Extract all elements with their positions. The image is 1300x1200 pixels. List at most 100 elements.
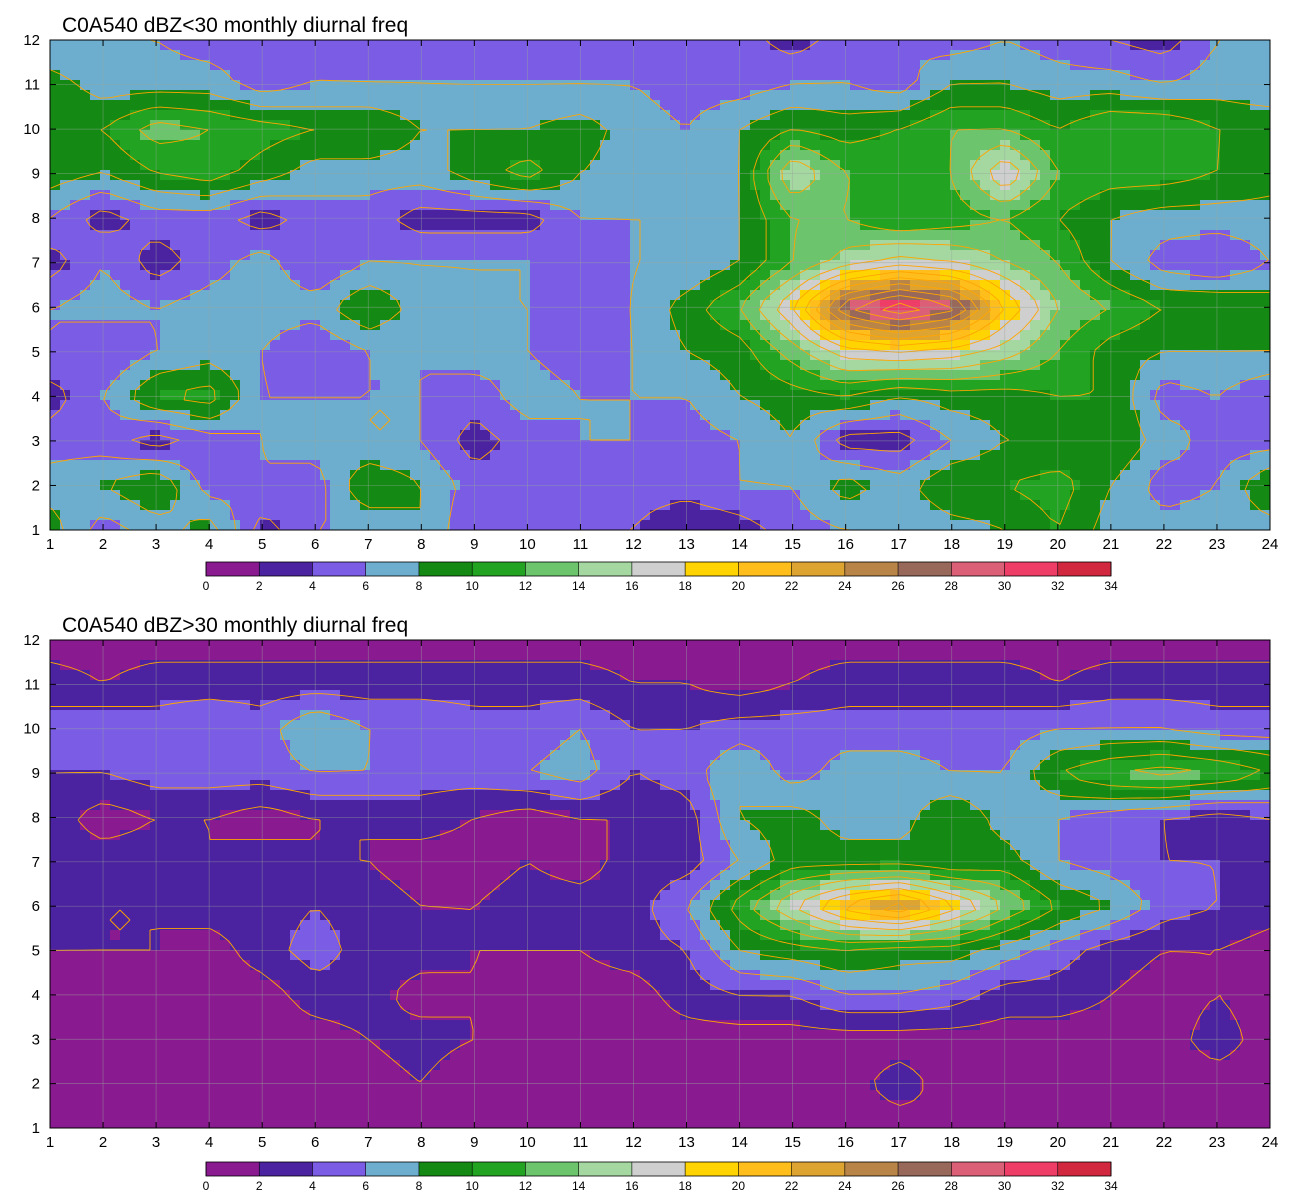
colorbar-swatch (418, 562, 473, 576)
x-tick-label: 8 (417, 536, 425, 553)
y-tick-label: 6 (32, 299, 40, 316)
y-tick-label: 4 (32, 388, 40, 405)
colorbar: 0 2 4 6 8 10 12 14 16 18 20 22 24 26 28 30 32 34 (203, 561, 1118, 593)
colorbar-swatch (685, 562, 739, 576)
x-axis: 1 2 3 4 5 6 7 8 9 10 11 12 13 14 15 16 17 18 19 20 21 22 23 24 (46, 640, 1278, 1151)
colorbar-label: 30 (998, 1179, 1012, 1193)
colorbar-label: 28 (945, 1179, 959, 1193)
colorbar-swatch (312, 1162, 367, 1176)
colorbar-swatch (631, 562, 686, 576)
colorbar-swatch (791, 562, 846, 576)
x-tick-label: 19 (996, 1134, 1013, 1151)
y-tick-label: 11 (24, 676, 40, 693)
colorbar-swatch (525, 1162, 579, 1176)
colorbar-swatch (472, 1162, 526, 1176)
colorbar-label: 2 (256, 579, 263, 593)
x-tick-label: 6 (311, 1134, 319, 1151)
colorbar-swatch (791, 1162, 846, 1176)
y-tick-label: 11 (24, 77, 40, 94)
x-tick-label: 9 (470, 1134, 478, 1151)
y-tick-label: 12 (23, 32, 40, 49)
colorbar-label: 10 (465, 1179, 479, 1193)
colorbar-swatch (1057, 1162, 1112, 1176)
x-tick-label: 1 (46, 536, 54, 553)
colorbar-swatch (418, 1162, 473, 1176)
x-tick-label: 11 (573, 1134, 589, 1151)
colorbar-label: 32 (1051, 579, 1065, 593)
colorbar-swatch (844, 562, 899, 576)
colorbar-swatch (844, 1162, 899, 1176)
y-tick-label: 6 (32, 898, 40, 915)
x-tick-label: 9 (470, 536, 478, 553)
x-tick-label: 2 (99, 536, 107, 553)
y-tick-label: 1 (32, 1120, 40, 1137)
colorbar-swatch (1004, 1162, 1059, 1176)
colorbar-label: 18 (678, 1179, 692, 1193)
chart-title: C0A540 dBZ<30 monthly diurnal freq (62, 14, 408, 37)
colorbar-label: 20 (732, 579, 746, 593)
y-tick-label: 5 (32, 943, 40, 960)
colorbar-swatch (951, 1162, 1005, 1176)
colorbar-swatch (206, 562, 260, 576)
colorbar-label: 8 (416, 579, 423, 593)
colorbar-swatch (472, 562, 526, 576)
colorbar-swatch (312, 562, 367, 576)
chart-title: C0A540 dBZ>30 monthly diurnal freq (62, 614, 408, 637)
x-tick-label: 4 (205, 1134, 213, 1151)
y-tick-label: 1 (32, 522, 40, 539)
y-tick-label: 3 (32, 1031, 40, 1048)
colorbar-label: 2 (256, 1179, 263, 1193)
y-tick-label: 10 (23, 121, 40, 138)
colorbar-swatch (1004, 562, 1059, 576)
colorbar-label: 16 (625, 579, 639, 593)
y-tick-label: 3 (32, 433, 40, 450)
colorbar-swatch (738, 562, 792, 576)
x-tick-label: 15 (784, 536, 801, 553)
colorbar-label: 4 (309, 579, 316, 593)
colorbar-label: 24 (838, 1179, 852, 1193)
x-tick-label: 16 (837, 1134, 854, 1151)
x-tick-label: 3 (152, 536, 160, 553)
x-tick-label: 6 (311, 536, 319, 553)
x-tick-label: 11 (573, 536, 589, 553)
x-tick-label: 10 (519, 1134, 536, 1151)
colorbar-label: 14 (572, 579, 586, 593)
x-tick-label: 5 (258, 536, 266, 553)
colorbar-swatch (578, 562, 633, 576)
contour-line (50, 661, 1270, 1106)
grid (49, 39, 1271, 531)
x-tick-label: 14 (731, 1134, 748, 1151)
x-tick-label: 19 (996, 536, 1013, 553)
colorbar-label: 6 (362, 1179, 369, 1193)
x-tick-label: 18 (943, 536, 960, 553)
colorbar-swatch (898, 562, 952, 576)
x-tick-label: 18 (943, 1134, 960, 1151)
y-tick-label: 5 (32, 344, 40, 361)
colorbar-label: 34 (1104, 579, 1118, 593)
x-tick-label: 20 (1049, 1134, 1066, 1151)
colorbar-label: 14 (572, 1179, 586, 1193)
colorbar: 0 2 4 6 8 10 12 14 16 18 20 22 24 26 28 30 32 34 (203, 1161, 1118, 1193)
colorbar-swatch (631, 1162, 686, 1176)
y-tick-label: 9 (32, 166, 40, 183)
y-tick-label: 12 (23, 632, 40, 649)
x-tick-label: 14 (731, 536, 748, 553)
x-tick-label: 4 (205, 536, 213, 553)
x-tick-label: 22 (1156, 1134, 1173, 1151)
colorbar-label: 16 (625, 1179, 639, 1193)
x-tick-label: 15 (784, 1134, 801, 1151)
x-tick-label: 1 (46, 1134, 54, 1151)
colorbar-label: 18 (678, 579, 692, 593)
plot-frame (49, 639, 1271, 1129)
x-tick-label: 3 (152, 1134, 160, 1151)
colorbar-label: 4 (309, 1179, 316, 1193)
y-tick-label: 2 (32, 1076, 40, 1093)
chart-panel-2: 1 2 3 4 5 6 7 8 9 10 11 12 13 14 15 16 17 18 19 20 21 22 23 241… (23, 614, 1278, 1193)
colorbar-label: 32 (1051, 1179, 1065, 1193)
y-tick-label: 4 (32, 987, 40, 1004)
x-tick-label: 23 (1209, 1134, 1226, 1151)
